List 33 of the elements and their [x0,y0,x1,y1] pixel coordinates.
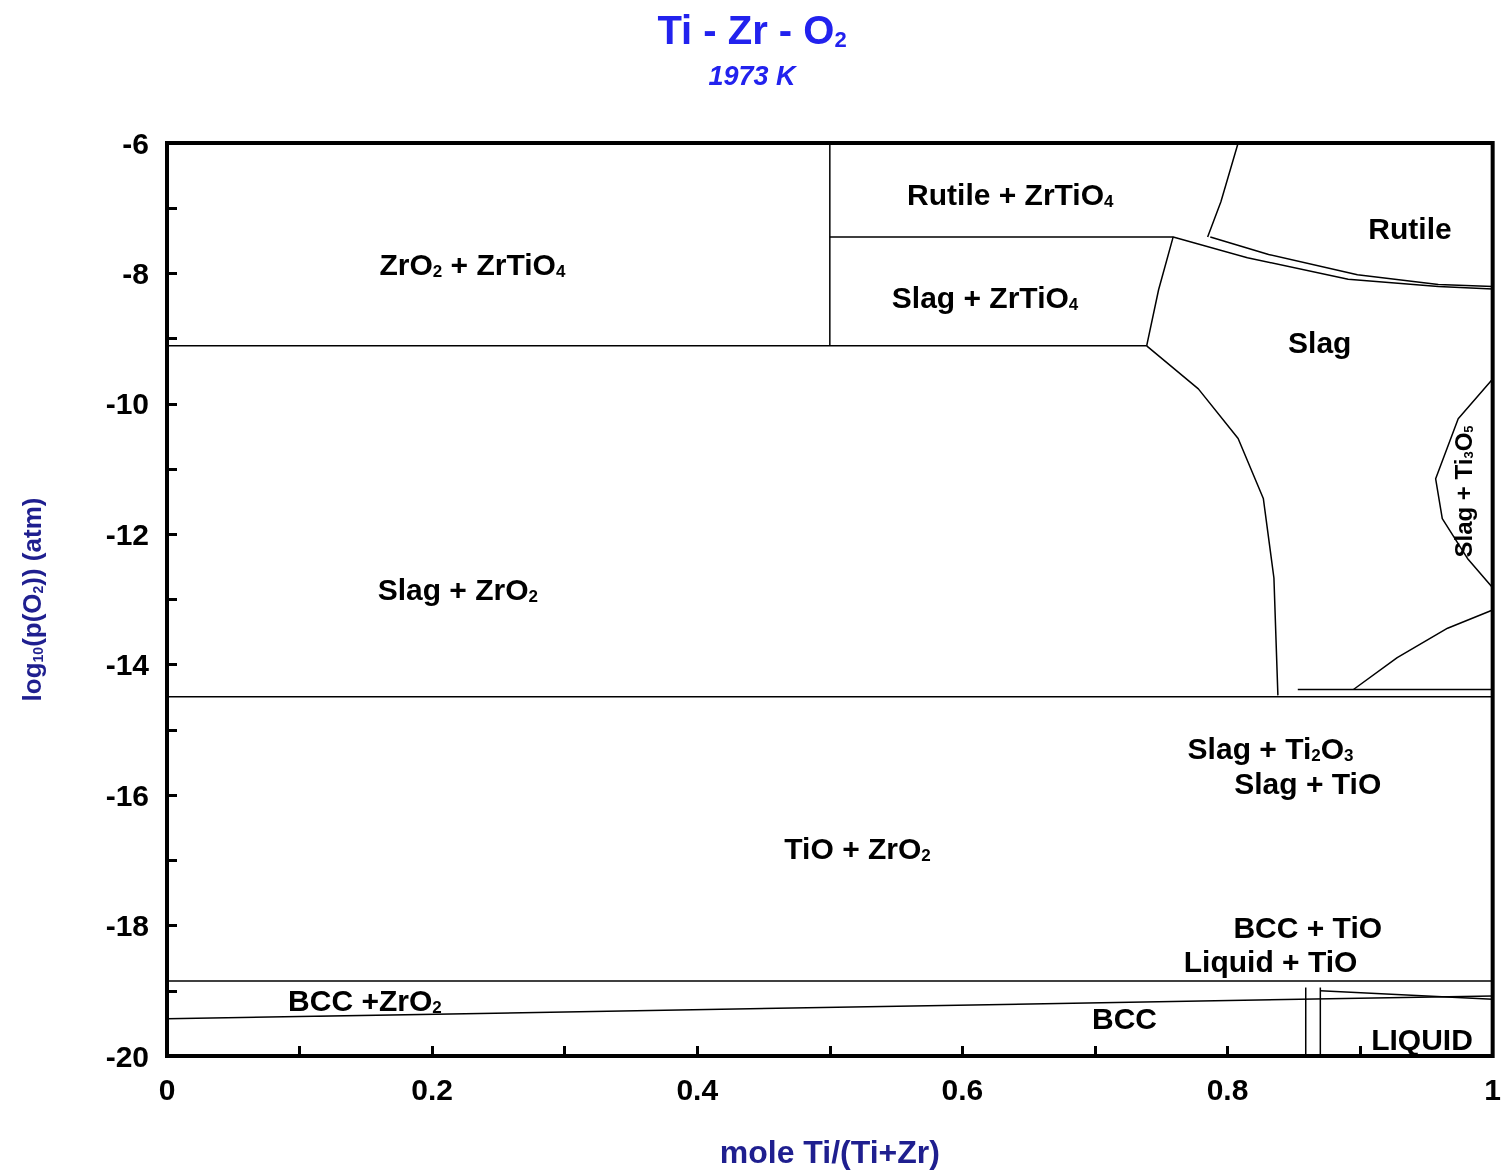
x-tick-label: 0 [158,1072,176,1106]
x-axis-title: mole Ti/(Ti+Zr) [719,1134,940,1170]
chart-subtitle: 1973 K [708,60,799,91]
x-tick-label: 0.8 [1206,1072,1249,1106]
annotation: Slag + ZrTiO4 [891,280,1079,314]
annotation: ZrO2 + ZrTiO4 [379,248,566,282]
annotation: BCC [1091,1002,1157,1036]
annotation: Liquid + TiO [1183,945,1358,979]
y-tick-label: -8 [122,256,149,290]
y-axis-title: log10(p(O2)) (atm) [17,497,47,702]
annotation: BCC +ZrO2 [288,983,442,1017]
annotation: Slag + ZrO2 [377,573,539,607]
y-tick-label: -10 [105,387,149,421]
y-tick-label: -16 [105,778,149,812]
annotation: TiO + ZrO2 [784,831,931,865]
y-tick-label: -6 [122,126,149,160]
annotation: Slag + TiO [1234,766,1382,800]
y-tick-label: -18 [105,909,149,943]
annotation: Slag + Ti2O3 [1187,731,1354,765]
x-tick-label: 1 [1484,1072,1501,1106]
x-tick-label: 0.2 [411,1072,453,1106]
y-tick-label: -12 [105,517,149,551]
x-tick-label: 0.6 [941,1072,984,1106]
annotation: Rutile + ZrTiO4 [907,177,1115,211]
y-tick-label: -20 [105,1039,149,1073]
annotation: BCC + TiO [1233,910,1383,944]
annotation: LIQUID [1371,1023,1473,1057]
annotation: Rutile [1368,211,1452,245]
annotation: Slag + Ti3O5 [1449,425,1477,558]
chart-title: Ti - Zr - O2 [657,8,847,52]
y-tick-label: -14 [105,648,150,682]
x-tick-label: 0.4 [676,1072,719,1106]
annotation: Slag [1288,326,1352,360]
